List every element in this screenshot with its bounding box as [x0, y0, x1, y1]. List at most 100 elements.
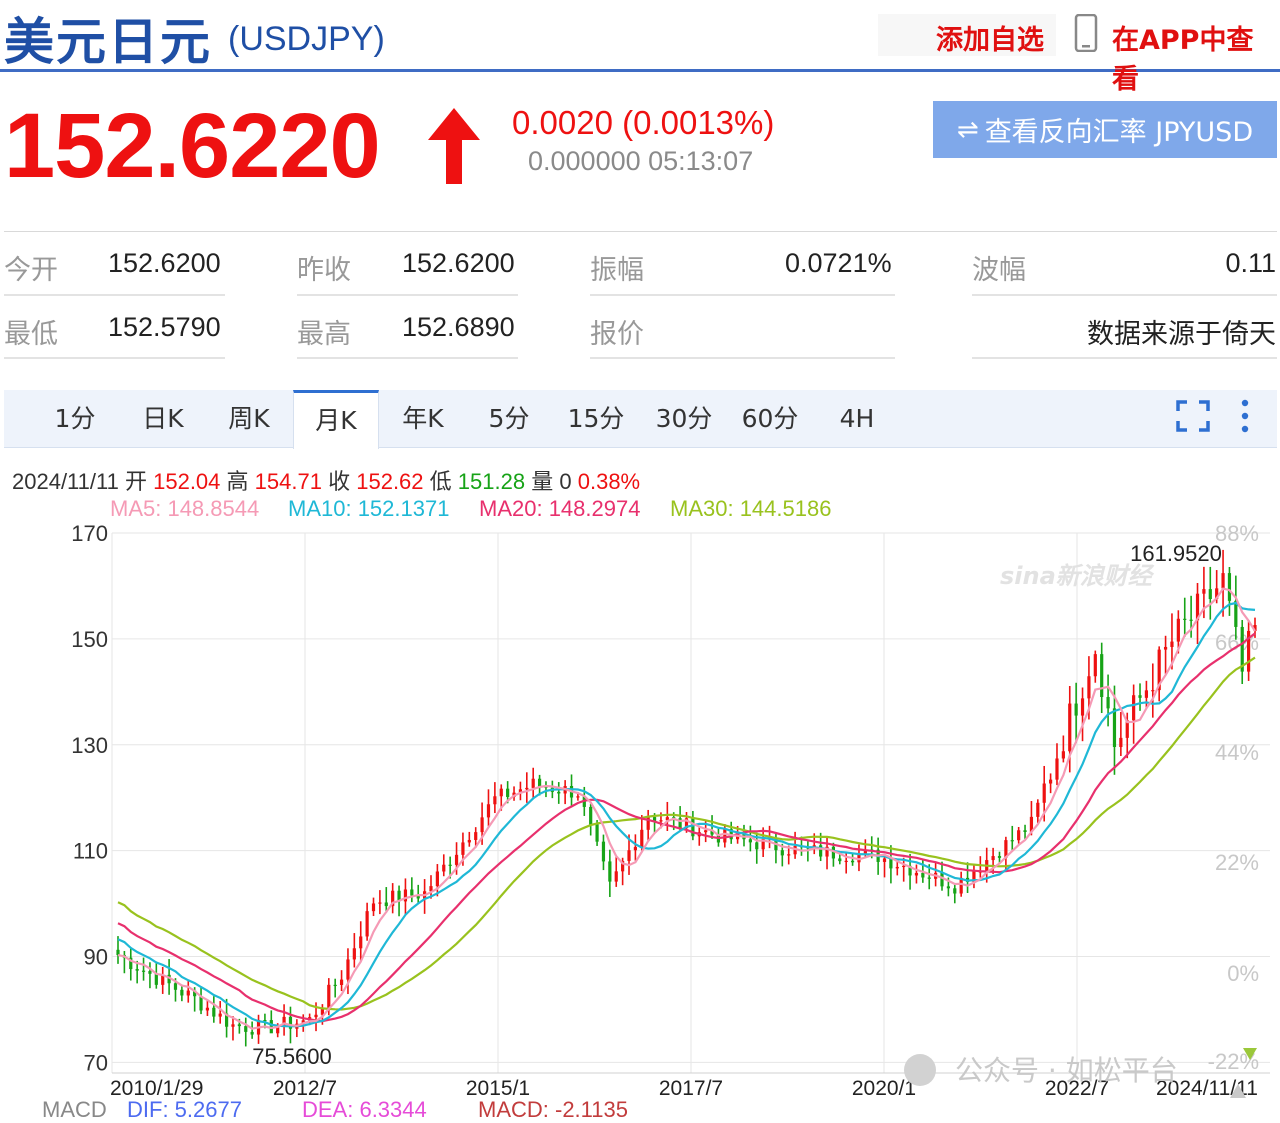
- ma10-line: [117, 601, 1256, 1028]
- tab-1min[interactable]: 1分: [54, 404, 96, 433]
- candle-body: [1253, 625, 1257, 631]
- tab-yearly[interactable]: 年K: [402, 404, 444, 433]
- candle-body: [1163, 646, 1168, 650]
- candle-body: [193, 990, 197, 997]
- add-watch-bg: [878, 14, 1056, 56]
- amplitude-value: 0.0721%: [785, 248, 892, 278]
- candle-body: [339, 979, 344, 985]
- candle-body: [850, 860, 855, 863]
- candle-body: [263, 1020, 267, 1022]
- pct-tick-label: 22%: [1215, 850, 1259, 875]
- candle-body: [1048, 779, 1053, 784]
- candle-body: [646, 817, 650, 830]
- candle-body: [902, 865, 906, 868]
- data-source: 数据来源于倚天: [1087, 319, 1276, 350]
- macd-dea: DEA: 6.3344: [302, 1097, 427, 1122]
- candle-body: [288, 1016, 293, 1029]
- wechat-watermark: 公众号 · 如松平台: [955, 1054, 1178, 1087]
- tab-60min[interactable]: 60分: [741, 404, 799, 433]
- candle-body: [205, 1007, 210, 1011]
- candle-body: [224, 1013, 229, 1027]
- candle-body: [787, 854, 791, 856]
- candle-body: [218, 1013, 222, 1017]
- candle-body: [244, 1026, 248, 1032]
- candle-body: [480, 817, 484, 833]
- macd-value: MACD: -2.1135: [478, 1097, 628, 1122]
- candle-body: [537, 778, 542, 787]
- candle-body: [167, 974, 171, 984]
- candle-body: [997, 856, 1002, 858]
- candle-body: [359, 936, 363, 949]
- candle-body: [1176, 618, 1180, 642]
- add-watchlist-button[interactable]: 添加自选: [936, 25, 1044, 56]
- candle-body: [1010, 840, 1014, 842]
- amplitude-label: 振幅: [590, 255, 644, 286]
- view-in-app-button[interactable]: 在APP中查看: [1112, 25, 1254, 95]
- candle-body: [895, 866, 899, 869]
- tab-15min[interactable]: 15分: [567, 404, 625, 433]
- max-annotation: 161.9520: [1130, 541, 1222, 566]
- candle-body: [333, 984, 337, 987]
- candle-body: [352, 948, 356, 960]
- y-tick-label: 150: [71, 627, 108, 652]
- scroll-up-icon: [1230, 1084, 1246, 1098]
- fullscreen-icon[interactable]: [1176, 400, 1210, 432]
- candle-body: [1119, 737, 1123, 748]
- candle-body: [180, 989, 184, 996]
- period-tabs: 1分 日K 周K 月K 年K 5分 15分 30分 60分 4H: [4, 390, 1277, 449]
- candle-body: [1234, 600, 1238, 627]
- tab-daily[interactable]: 日K: [142, 404, 184, 433]
- candle-body: [1221, 573, 1225, 589]
- candlestick-chart[interactable]: 170150130110907088%66%44%22%0%-22%2010/1…: [0, 520, 1280, 1121]
- candle-body: [282, 1016, 286, 1027]
- candle-body: [474, 832, 478, 840]
- candle-body: [250, 1031, 254, 1035]
- tab-monthly[interactable]: 月K: [293, 390, 379, 449]
- candle-body: [1055, 758, 1059, 780]
- candle-body: [601, 841, 606, 862]
- ohlc-high: 154.71: [254, 469, 322, 494]
- prev-close-value: 152.6200: [402, 248, 515, 278]
- candle-body: [384, 902, 388, 907]
- pct-tick-label: 66%: [1215, 630, 1259, 655]
- wave-label: 波幅: [972, 255, 1026, 286]
- reverse-rate-button[interactable]: ⇌ 查看反向汇率 JPYUSD: [933, 101, 1277, 158]
- tab-weekly[interactable]: 周K: [228, 404, 270, 433]
- candle-body: [640, 829, 644, 848]
- divider: [4, 357, 225, 359]
- candle-body: [1017, 830, 1021, 841]
- tab-5min[interactable]: 5分: [488, 404, 530, 433]
- tab-30min[interactable]: 30分: [655, 404, 713, 433]
- x-tick-label: 2010/1/29: [110, 1077, 203, 1100]
- page-header: 美元日元 (USDJPY) 添加自选 在APP中查看: [0, 0, 1280, 95]
- candle-body: [1240, 626, 1244, 672]
- candle-body: [595, 824, 599, 842]
- phone-icon[interactable]: [1074, 14, 1098, 52]
- divider: [297, 357, 518, 359]
- candle-body: [1087, 676, 1091, 699]
- candle-body: [1183, 618, 1187, 620]
- candle-body: [493, 796, 497, 805]
- low-label: 最低: [4, 319, 58, 350]
- macd-dif: DIF: 5.2677: [127, 1097, 242, 1122]
- divider: [590, 294, 895, 296]
- candle-body: [135, 969, 139, 971]
- more-vertical-icon[interactable]: [1238, 399, 1252, 433]
- candle-body: [946, 886, 950, 889]
- candle-body: [710, 830, 714, 835]
- candle-body: [231, 1024, 235, 1027]
- candle-body: [454, 854, 459, 865]
- ma30-legend: MA30: 144.5186: [670, 496, 832, 521]
- wave-value: 0.11: [1225, 248, 1276, 278]
- candle-body: [1023, 830, 1027, 832]
- tab-4h[interactable]: 4H: [839, 404, 875, 433]
- candle-body: [320, 1007, 325, 1015]
- candle-body: [921, 872, 925, 878]
- quote-time: 0.000000 05:13:07: [528, 146, 754, 176]
- candle-body: [825, 846, 829, 857]
- candle-body: [704, 830, 708, 833]
- pct-tick-label: 0%: [1227, 961, 1259, 986]
- ma30-line: [117, 656, 1256, 1011]
- divider: [297, 294, 518, 296]
- high-label: 最高: [297, 319, 351, 350]
